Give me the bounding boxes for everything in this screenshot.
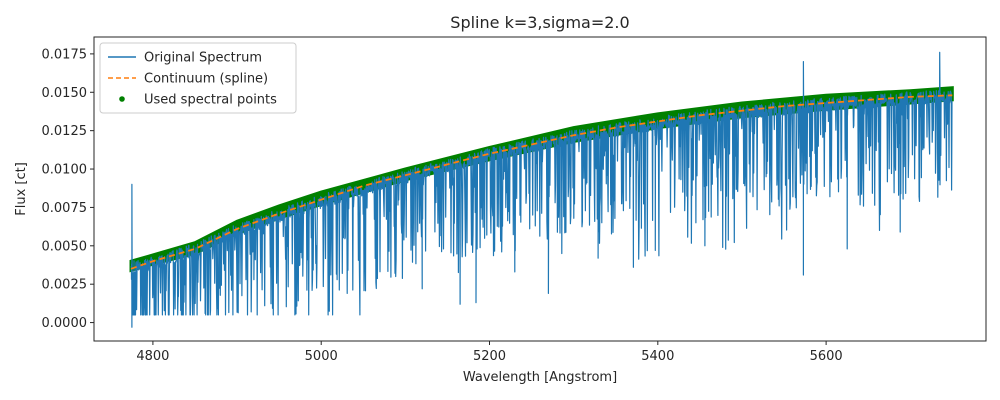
- x-axis-title: Wavelength [Angstrom]: [463, 370, 617, 385]
- continuum-layer: [130, 94, 953, 270]
- y-tick-label: 0.0075: [42, 201, 88, 216]
- x-tick-label: 5200: [473, 349, 506, 364]
- y-tick-label: 0.0150: [42, 86, 88, 101]
- x-tick-label: 5600: [810, 349, 843, 364]
- y-tick-label: 0.0175: [42, 47, 88, 62]
- x-tick-label: 4800: [136, 349, 169, 364]
- x-axis-ticks: 4800 5000 5200 5400 5600: [136, 341, 843, 364]
- y-tick-label: 0.0050: [42, 239, 88, 254]
- legend: Original Spectrum Continuum (spline) Use…: [99, 42, 297, 114]
- legend-swatch-used-points: [119, 96, 125, 102]
- legend-box: [99, 42, 297, 114]
- y-axis-ticks: 0.0000 0.0025 0.0050 0.0075 0.0100 0.0125 0.01…: [42, 47, 94, 331]
- chart-title: Spline k=3,sigma=2.0: [450, 13, 629, 32]
- y-tick-label: 0.0125: [42, 124, 88, 139]
- x-tick-label: 5400: [641, 349, 674, 364]
- y-tick-label: 0.0100: [42, 163, 88, 178]
- y-axis-title: Flux [ct]: [14, 162, 29, 216]
- legend-label-continuum: Continuum (spline): [144, 72, 268, 87]
- continuum-spline-line: [130, 94, 953, 270]
- plot-area: [129, 51, 954, 328]
- legend-label-used-points: Used spectral points: [144, 93, 277, 108]
- y-tick-label: 0.0025: [42, 278, 88, 293]
- legend-label-original-spectrum: Original Spectrum: [144, 51, 262, 66]
- x-tick-label: 5000: [305, 349, 338, 364]
- y-tick-label: 0.0000: [42, 316, 88, 331]
- axes-frame: [93, 36, 987, 342]
